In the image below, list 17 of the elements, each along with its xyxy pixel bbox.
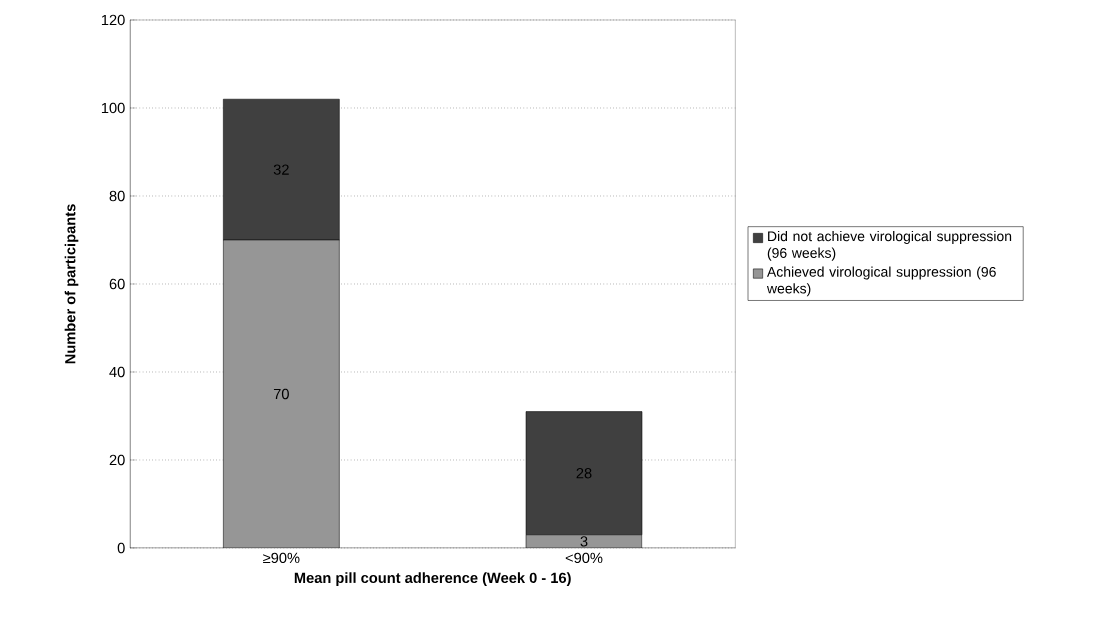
data-label: 3 [580, 536, 588, 547]
data-label: 28 [576, 468, 592, 479]
y-tick-label: 0 [117, 542, 125, 554]
x-tick-label: ≥90% [263, 552, 300, 564]
y-tick-label: 80 [109, 190, 125, 202]
x-tick-label: <90% [565, 552, 603, 564]
y-tick-label: 20 [109, 454, 125, 466]
y-tick-label: 100 [101, 102, 125, 114]
y-axis-title: Number of participants [64, 204, 79, 364]
y-tick-label: 120 [101, 14, 125, 26]
y-tick-label: 60 [109, 278, 125, 290]
data-label: 70 [273, 388, 289, 400]
legend-label: Did not achieve virological suppression (96 weeks) [767, 230, 1012, 261]
x-axis-title: Mean pill count adherence (Week 0 - 16) [294, 572, 571, 586]
data-label: 32 [273, 164, 289, 175]
y-tick-label: 40 [109, 366, 125, 378]
legend-label: Achieved virological suppression (96 weeks) [766, 266, 996, 297]
